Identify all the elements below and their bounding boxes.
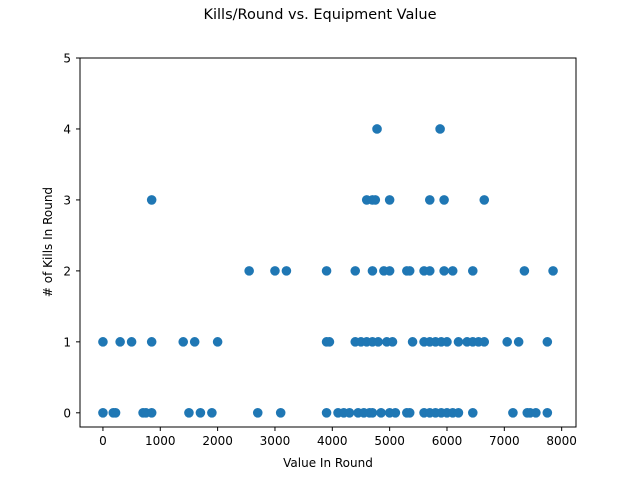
data-point: [404, 266, 415, 276]
y-tick-label: 0: [63, 406, 71, 420]
x-tick-label: 1000: [145, 434, 176, 448]
data-point: [184, 408, 194, 418]
data-point: [252, 408, 263, 418]
data-point: [212, 337, 223, 347]
data-point: [376, 408, 386, 418]
data-point: [479, 337, 490, 347]
x-tick-label: 0: [99, 434, 107, 448]
chart-title: Kills/Round vs. Equipment Value: [203, 7, 437, 23]
x-tick-label: 5000: [374, 434, 405, 448]
data-point: [146, 337, 157, 347]
points-layer: [98, 124, 558, 418]
y-tick-label: 5: [63, 52, 71, 66]
data-point: [321, 408, 332, 418]
data-point: [372, 124, 382, 134]
data-point: [270, 266, 280, 276]
x-tick-label: 6000: [432, 434, 463, 448]
data-point: [453, 408, 464, 418]
data-point: [387, 337, 398, 347]
data-point: [447, 266, 458, 276]
data-point: [244, 266, 254, 276]
data-point: [424, 195, 435, 205]
data-point: [115, 337, 125, 347]
data-point: [519, 266, 530, 276]
data-point: [439, 195, 449, 205]
data-point: [367, 408, 378, 418]
data-point: [479, 195, 490, 205]
data-point: [513, 337, 524, 347]
data-point: [367, 266, 378, 276]
data-point: [281, 266, 292, 276]
data-point: [384, 195, 395, 205]
x-axis-ticks: 0 1000 2000 3000 4000 5000 6000 7000 8000: [99, 427, 577, 448]
y-tick-label: 1: [63, 335, 71, 349]
data-point: [502, 337, 512, 347]
data-point: [531, 408, 541, 418]
data-point: [442, 337, 452, 347]
data-point: [321, 266, 332, 276]
x-tick-label: 2000: [202, 434, 233, 448]
data-point: [407, 337, 418, 347]
x-tick-label: 8000: [546, 434, 577, 448]
data-point: [373, 337, 383, 347]
data-point: [350, 266, 361, 276]
data-point: [344, 408, 355, 418]
data-point: [324, 337, 335, 347]
data-point: [542, 408, 553, 418]
data-point: [146, 408, 157, 418]
y-axis-label: # of Kills In Round: [41, 187, 55, 297]
data-point: [467, 408, 478, 418]
plot-frame: [79, 57, 577, 428]
y-tick-label: 2: [63, 264, 71, 278]
data-point: [453, 337, 464, 347]
data-point: [390, 408, 401, 418]
data-point: [548, 266, 558, 276]
data-point: [439, 266, 449, 276]
data-point: [178, 337, 189, 347]
data-point: [195, 408, 206, 418]
data-point: [508, 408, 518, 418]
data-point: [467, 266, 478, 276]
x-axis-label: Value In Round: [283, 456, 373, 470]
data-point: [542, 337, 553, 347]
x-tick-label: 4000: [317, 434, 348, 448]
y-axis-ticks: 0 1 2 3 4 5: [63, 52, 80, 420]
data-point: [126, 337, 137, 347]
data-point: [370, 195, 381, 205]
data-point: [404, 408, 415, 418]
x-tick-label: 7000: [489, 434, 520, 448]
y-tick-label: 4: [63, 122, 71, 136]
data-point: [275, 408, 286, 418]
data-point: [424, 266, 435, 276]
data-point: [146, 195, 157, 205]
data-point: [110, 408, 121, 418]
data-point: [435, 124, 445, 134]
data-point: [207, 408, 217, 418]
y-tick-label: 3: [63, 193, 71, 207]
data-point: [384, 266, 395, 276]
data-point: [98, 408, 108, 418]
data-point: [189, 337, 200, 347]
data-point: [98, 337, 108, 347]
x-tick-label: 3000: [260, 434, 291, 448]
